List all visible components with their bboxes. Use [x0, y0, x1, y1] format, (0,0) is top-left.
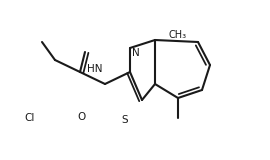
- Text: CH₃: CH₃: [169, 30, 187, 40]
- Text: O: O: [78, 112, 86, 122]
- Text: S: S: [122, 115, 128, 125]
- Text: HN: HN: [87, 64, 103, 74]
- Text: Cl: Cl: [25, 113, 35, 123]
- Text: N: N: [132, 48, 140, 58]
